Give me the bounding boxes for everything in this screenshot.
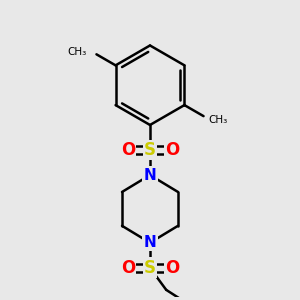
- Text: CH₃: CH₃: [68, 47, 87, 57]
- Text: N: N: [144, 235, 156, 250]
- Text: S: S: [144, 141, 156, 159]
- Text: N: N: [144, 167, 156, 182]
- Text: CH₃: CH₃: [208, 115, 227, 125]
- Text: O: O: [121, 259, 135, 277]
- Text: O: O: [121, 141, 135, 159]
- Text: S: S: [144, 259, 156, 277]
- Text: O: O: [165, 259, 179, 277]
- Text: O: O: [165, 141, 179, 159]
